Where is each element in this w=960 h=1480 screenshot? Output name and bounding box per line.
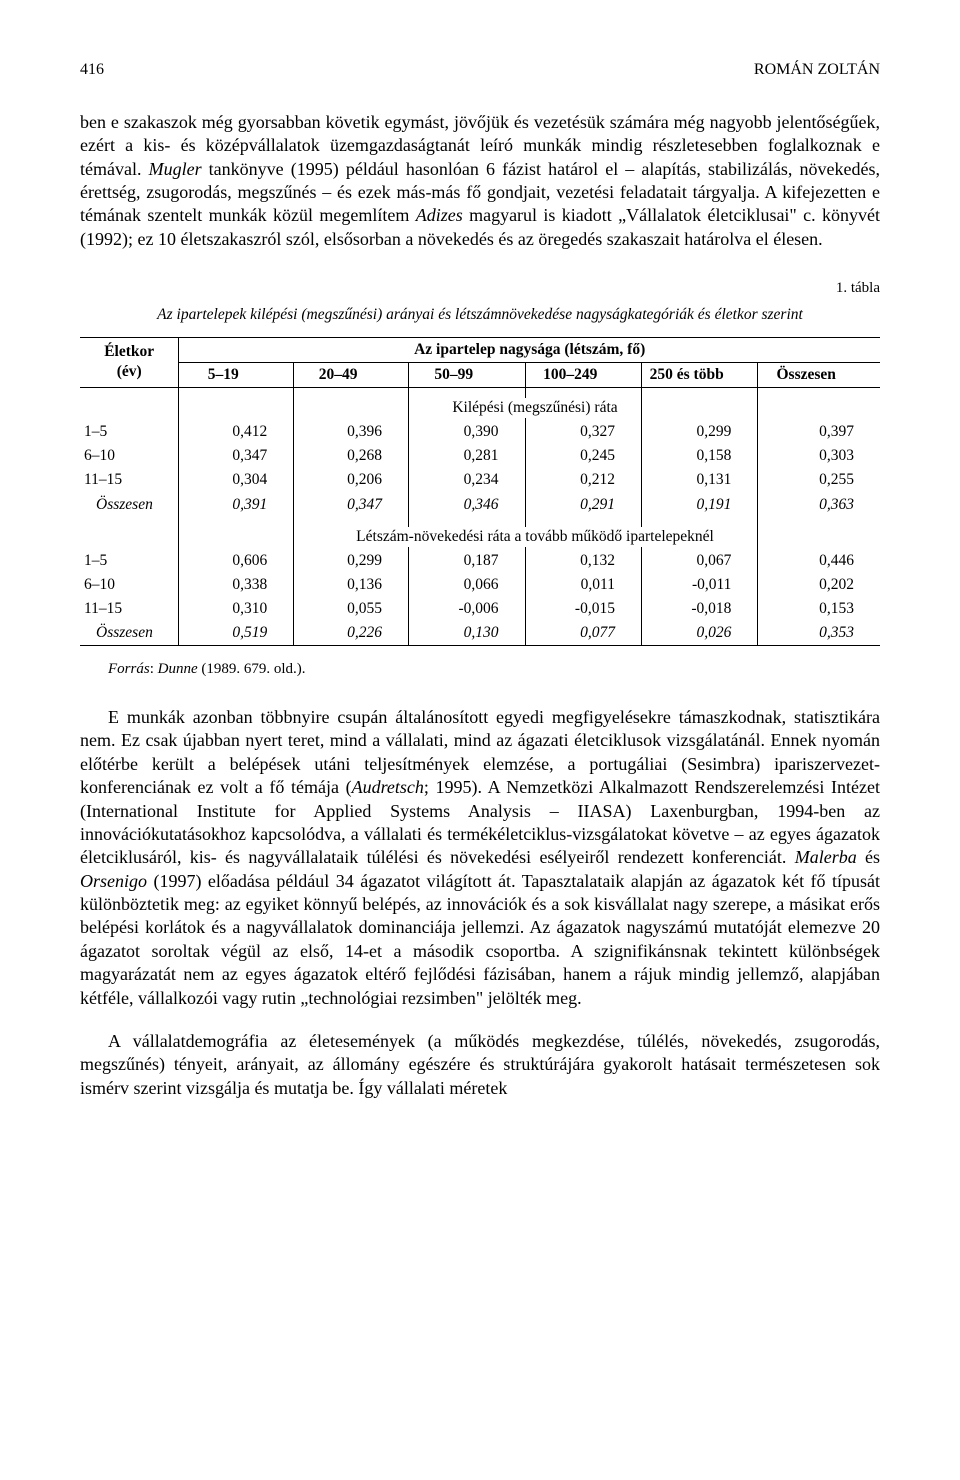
table-cell: 0,066 — [409, 573, 525, 597]
table-cell: 0,255 — [758, 468, 880, 492]
row-age: Összesen — [80, 621, 179, 646]
row-age: 1–5 — [80, 420, 179, 444]
page-number: 416 — [80, 60, 104, 81]
table-cell: 0,202 — [758, 573, 880, 597]
table-cell: 0,067 — [641, 549, 757, 573]
table-cell: 0,310 — [179, 597, 294, 621]
table-cell: 0,390 — [409, 420, 525, 444]
table-cell: 0,606 — [179, 549, 294, 573]
table-cell: 0,353 — [758, 621, 880, 646]
table-cell: 0,187 — [409, 549, 525, 573]
table-cell: 0,026 — [641, 621, 757, 646]
table-cell: -0,006 — [409, 597, 525, 621]
table-cell: 0,299 — [641, 420, 757, 444]
table-cell: 0,206 — [294, 468, 409, 492]
table-cell: 0,519 — [179, 621, 294, 646]
table-cell: 0,158 — [641, 444, 757, 468]
col-header: 250 és több — [641, 362, 757, 387]
table-cell: 0,268 — [294, 444, 409, 468]
table-cell: 0,191 — [641, 493, 757, 517]
row-age: 6–10 — [80, 573, 179, 597]
table-cell: 0,136 — [294, 573, 409, 597]
col-header-top: Az ipartelep nagysága (létszám, fő) — [179, 337, 880, 362]
paragraph-2: E munkák azonban többnyire csupán általá… — [80, 706, 880, 1010]
table-cell: 0,299 — [294, 549, 409, 573]
table-cell: 0,132 — [525, 549, 641, 573]
table-cell: -0,018 — [641, 597, 757, 621]
table-cell: 0,291 — [525, 493, 641, 517]
row-age: Összesen — [80, 493, 179, 517]
table-cell: 0,077 — [525, 621, 641, 646]
table-cell: 0,131 — [641, 468, 757, 492]
table-cell: 0,327 — [525, 420, 641, 444]
row-age: 11–15 — [80, 468, 179, 492]
table-number: 1. tábla — [80, 279, 880, 299]
col-age-header: Életkor(év) — [80, 337, 179, 387]
table-cell: 0,338 — [179, 573, 294, 597]
col-header: 20–49 — [294, 362, 409, 387]
table-cell: 0,304 — [179, 468, 294, 492]
table-cell: 0,130 — [409, 621, 525, 646]
section-header: Kilépési (megszűnési) ráta — [446, 398, 623, 418]
table-cell: 0,446 — [758, 549, 880, 573]
table-cell: 0,303 — [758, 444, 880, 468]
table-cell: 0,226 — [294, 621, 409, 646]
table-cell: 0,397 — [758, 420, 880, 444]
section-header: Létszám-növekedési ráta a tovább működő … — [350, 527, 720, 547]
table-cell: 0,212 — [525, 468, 641, 492]
table-cell: 0,363 — [758, 493, 880, 517]
table-cell: 0,011 — [525, 573, 641, 597]
table-cell: -0,015 — [525, 597, 641, 621]
table-cell: 0,055 — [294, 597, 409, 621]
col-header: 100–249 — [525, 362, 641, 387]
table-source: Forrás: Dunne (1989. 679. old.). — [80, 660, 880, 680]
table-cell: 0,281 — [409, 444, 525, 468]
paragraph-3: A vállalatdemográfia az életesemények (a… — [80, 1030, 880, 1100]
table-cell: 0,346 — [409, 493, 525, 517]
author-name: ROMÁN ZOLTÁN — [754, 60, 880, 81]
table-cell: 0,347 — [294, 493, 409, 517]
col-header: 50–99 — [409, 362, 525, 387]
table-cell: 0,153 — [758, 597, 880, 621]
paragraph-1: ben e szakaszok még gyorsabban követik e… — [80, 111, 880, 251]
table-cell: -0,011 — [641, 573, 757, 597]
col-header: 5–19 — [179, 362, 294, 387]
table-cell: 0,234 — [409, 468, 525, 492]
table-cell: 0,391 — [179, 493, 294, 517]
row-age: 11–15 — [80, 597, 179, 621]
table-cell: 0,245 — [525, 444, 641, 468]
row-age: 6–10 — [80, 444, 179, 468]
table-cell: 0,396 — [294, 420, 409, 444]
col-header: Összesen — [758, 362, 880, 387]
data-table: Életkor(év) Az ipartelep nagysága (létsz… — [80, 337, 880, 647]
table-title: Az ipartelepek kilépési (megszűnési) ará… — [80, 305, 880, 325]
table-cell: 0,347 — [179, 444, 294, 468]
table-cell: 0,412 — [179, 420, 294, 444]
row-age: 1–5 — [80, 549, 179, 573]
